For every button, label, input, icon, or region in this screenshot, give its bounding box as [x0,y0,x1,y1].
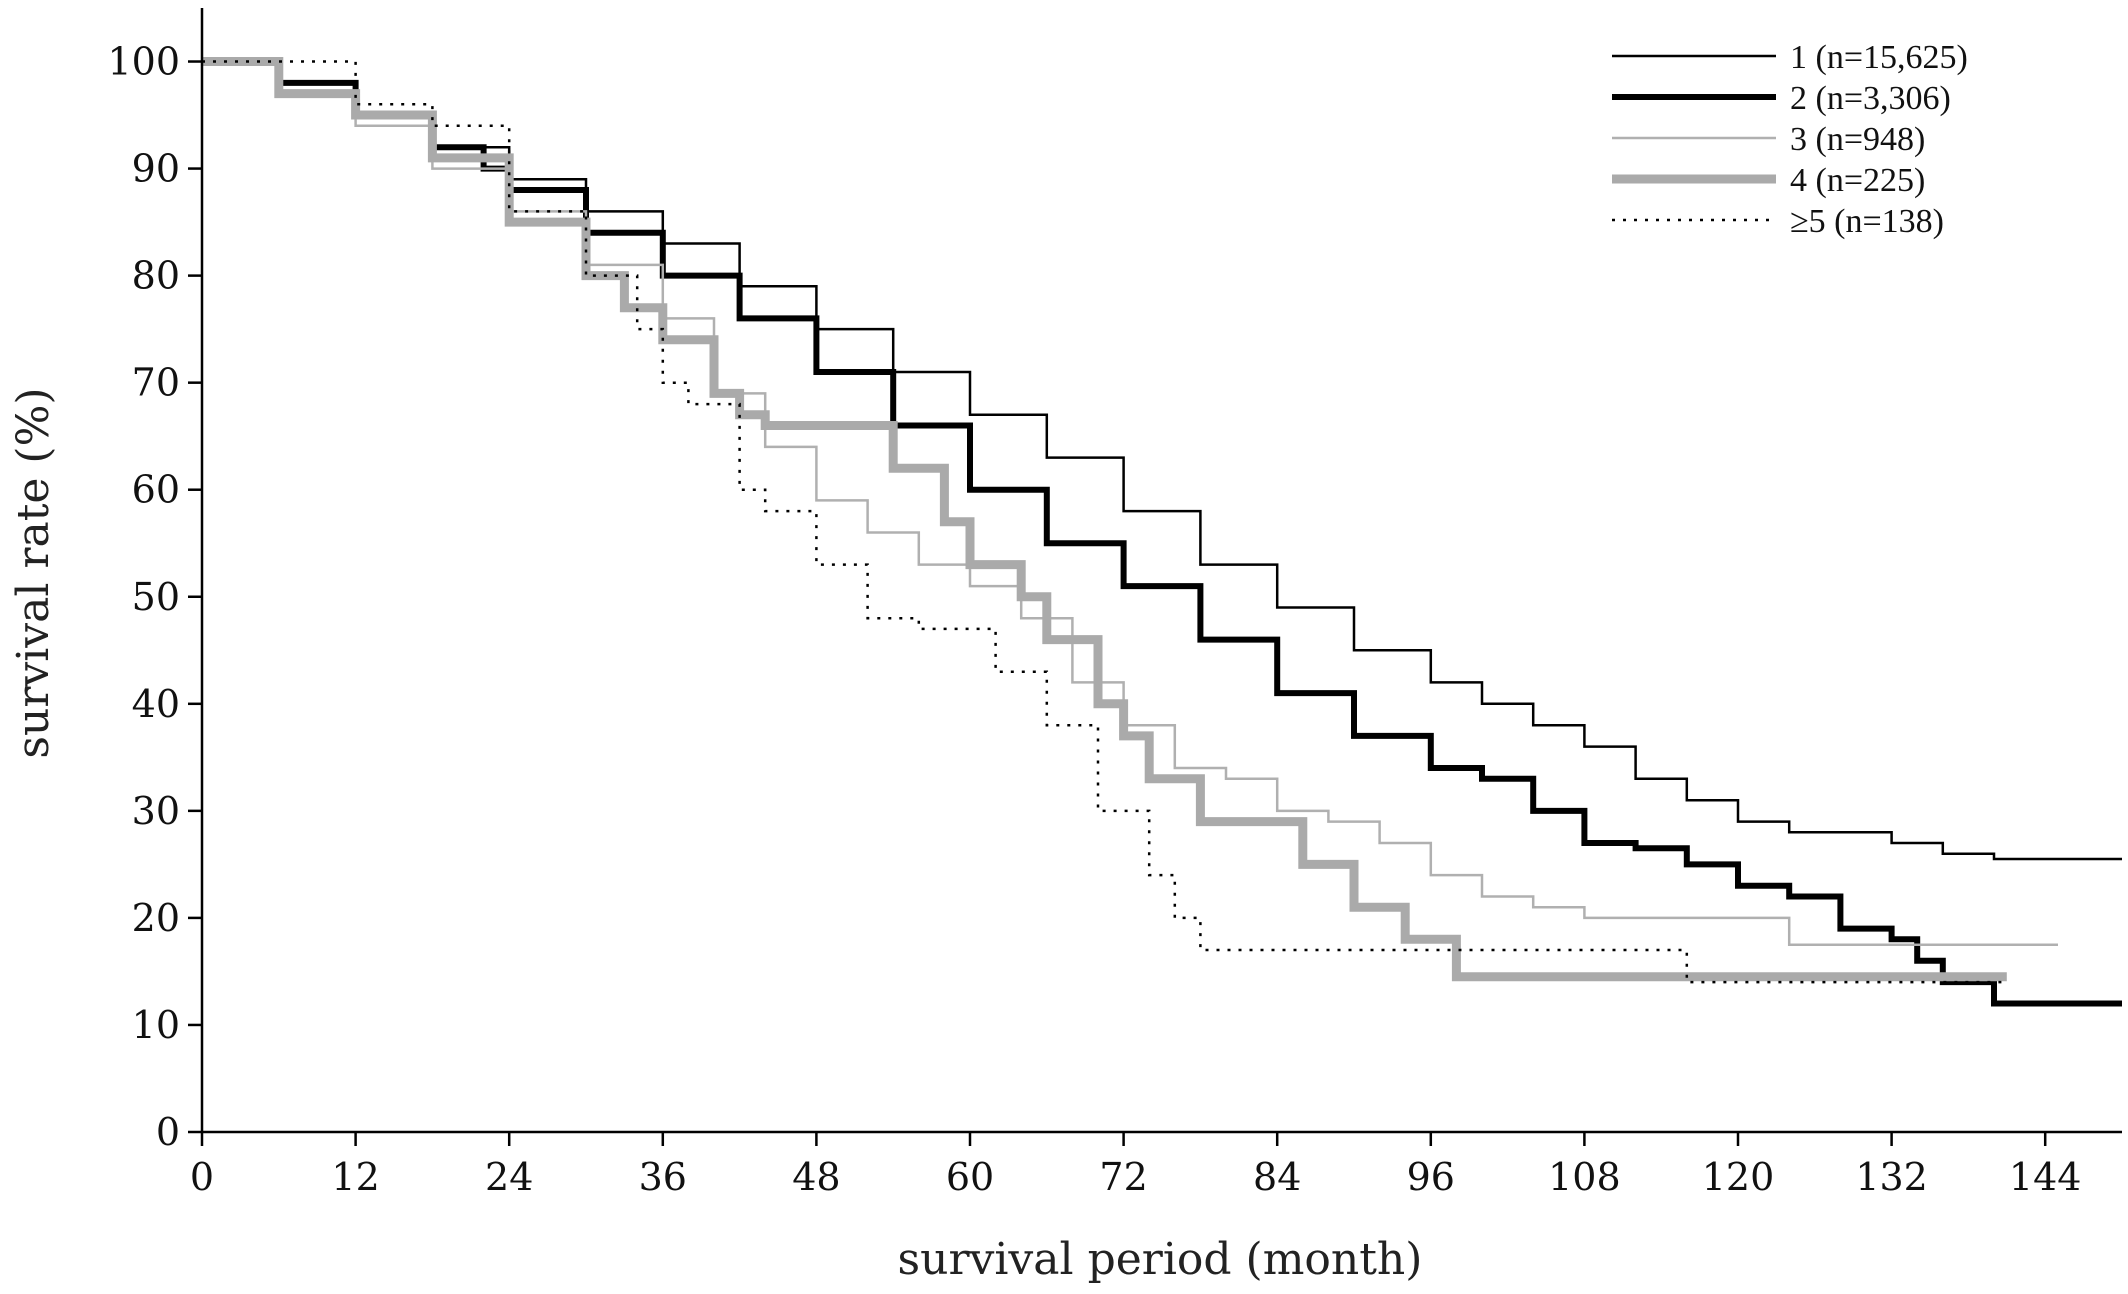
series-line-1 [202,60,2122,861]
x-tick-label: 120 [1702,1155,1775,1199]
series-layer [202,57,2122,1007]
x-tick-label: 48 [792,1155,840,1199]
y-tick-label: 70 [132,361,180,405]
x-tick-label: 84 [1253,1155,1301,1199]
legend-label-1: 1 (n=15,625) [1790,39,1968,76]
x-tick-label: 60 [946,1155,994,1199]
x-tick-label: 144 [2009,1155,2082,1199]
legend-label-5: ≥5 (n=138) [1790,203,1944,240]
y-tick-label: 100 [107,40,180,84]
y-tick-label: 60 [132,468,180,512]
y-axis-label: survival rate (%) [8,387,59,758]
x-tick-label: 0 [190,1155,214,1199]
x-tick-label: 72 [1099,1155,1147,1199]
series-line-4 [202,57,2007,982]
y-tick-label: 50 [132,575,180,619]
y-tick-label: 30 [132,789,180,833]
x-tick-label: 96 [1407,1155,1455,1199]
axes-layer: 0 12 24 36 48 60 72 84 96 108 120 132 144 0 10 20 30 40 50… [107,8,2122,1199]
legend-label-4: 4 (n=225) [1790,162,1925,199]
x-tick-label: 12 [331,1155,379,1199]
x-tick-label: 36 [639,1155,687,1199]
legend: 1 (n=15,625) 2 (n=3,306) 3 (n=948) 4 (n=225… [1612,39,1968,240]
y-tick-label: 80 [132,254,180,298]
x-tick-label: 108 [1548,1155,1621,1199]
y-tick-label: 90 [132,147,180,191]
legend-label-3: 3 (n=948) [1790,121,1925,158]
x-tick-label: 132 [1855,1155,1928,1199]
legend-label-2: 2 (n=3,306) [1790,80,1951,117]
y-tick-label: 10 [132,1003,180,1047]
y-tick-label: 20 [132,896,180,940]
x-axis-label: survival period (month) [898,1234,1423,1285]
x-tick-label: 24 [485,1155,533,1199]
y-tick-label: 0 [156,1110,180,1154]
y-tick-label: 40 [132,682,180,726]
